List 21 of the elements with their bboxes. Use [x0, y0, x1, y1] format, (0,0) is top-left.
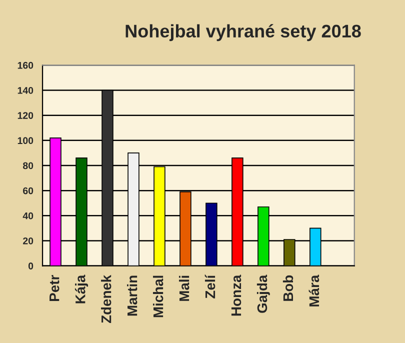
x-tick-label: Martin [127, 276, 138, 316]
x-tick-label: Kája [74, 274, 88, 304]
x-tick-label: Honza [231, 274, 242, 316]
x-tick-label: Zdenek [101, 274, 112, 324]
x-tick-label: Petr [50, 275, 60, 301]
x-tick-label: Bob [282, 275, 294, 301]
y-tick-label: 160 [18, 62, 34, 69]
y-tick-label: 100 [18, 137, 34, 144]
y-tick-label: 20 [23, 237, 34, 244]
x-tick-label: Mára [308, 274, 320, 306]
y-tick-label: 40 [22, 212, 34, 220]
x-tick-label: Mali [178, 276, 190, 301]
x-tick-label: Gajda [256, 274, 270, 313]
y-tick-label: 0 [28, 262, 34, 270]
y-tick-label: 140 [18, 86, 34, 94]
x-tick-label: Zelí [204, 274, 216, 298]
y-tick-label: 80 [22, 162, 34, 170]
y-tick-label: 120 [18, 112, 34, 119]
y-tick-label: 60 [23, 187, 34, 194]
chart-title: Nohejbal vyhrané sety 2018 [126, 24, 361, 42]
x-tick-label: Michal [152, 276, 164, 318]
